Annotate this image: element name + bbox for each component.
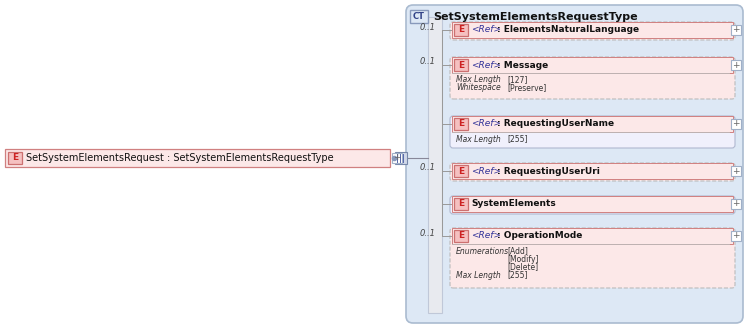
Bar	[452, 196, 733, 212]
Text: Whitespace: Whitespace	[456, 83, 500, 92]
Text: [Add]: [Add]	[507, 247, 528, 255]
Bar	[5, 149, 390, 167]
Text: E: E	[458, 119, 464, 128]
FancyBboxPatch shape	[450, 228, 735, 288]
Bar	[452, 116, 733, 132]
FancyBboxPatch shape	[406, 5, 743, 323]
Bar	[731, 199, 741, 209]
Bar	[392, 153, 402, 163]
FancyBboxPatch shape	[450, 22, 735, 40]
Text: E: E	[458, 200, 464, 209]
Bar	[731, 119, 741, 129]
Bar	[454, 198, 468, 210]
Text: : RequestingUserName: : RequestingUserName	[497, 119, 614, 128]
Text: E: E	[458, 232, 464, 241]
Text: +: +	[393, 153, 401, 162]
Text: <Ref>: <Ref>	[471, 60, 501, 70]
Bar	[452, 228, 733, 244]
Bar	[731, 60, 741, 70]
Text: : Message: : Message	[497, 60, 548, 70]
Text: : RequestingUserUri: : RequestingUserUri	[497, 167, 600, 176]
Text: 0..1: 0..1	[420, 228, 436, 238]
Bar	[410, 10, 428, 23]
Bar	[731, 166, 741, 176]
Text: [Preserve]: [Preserve]	[507, 83, 546, 92]
FancyBboxPatch shape	[450, 196, 735, 214]
Text: E: E	[458, 25, 464, 35]
Text: : OperationMode: : OperationMode	[497, 232, 583, 241]
Text: 0..1: 0..1	[420, 163, 436, 173]
Text: CT: CT	[413, 12, 425, 21]
Text: +: +	[732, 167, 740, 176]
Bar	[454, 118, 468, 130]
Bar	[395, 152, 407, 164]
Text: E: E	[458, 167, 464, 176]
Text: Max Length: Max Length	[456, 135, 500, 144]
Text: <Ref>: <Ref>	[471, 119, 501, 128]
Text: 0..1: 0..1	[420, 57, 436, 67]
Bar	[454, 165, 468, 177]
Text: [255]: [255]	[507, 135, 527, 144]
Text: <Ref>: <Ref>	[471, 167, 501, 176]
Bar	[452, 163, 733, 179]
Text: : ElementsNaturalLanguage: : ElementsNaturalLanguage	[497, 25, 639, 35]
Text: [Modify]: [Modify]	[507, 254, 539, 263]
Text: +: +	[732, 119, 740, 128]
FancyBboxPatch shape	[450, 57, 735, 99]
Bar	[731, 231, 741, 241]
Text: Max Length: Max Length	[456, 271, 500, 280]
Bar	[8, 152, 22, 164]
Text: +: +	[732, 25, 740, 35]
Text: +: +	[732, 232, 740, 241]
Text: SystemElements: SystemElements	[471, 200, 556, 209]
Text: <Ref>: <Ref>	[471, 25, 501, 35]
Bar	[454, 24, 468, 36]
Bar	[454, 59, 468, 71]
Bar	[452, 22, 733, 38]
Text: SetSystemElementsRequest : SetSystemElementsRequestType: SetSystemElementsRequest : SetSystemElem…	[26, 153, 334, 163]
Bar	[731, 25, 741, 35]
Bar	[452, 57, 733, 73]
Text: [127]: [127]	[507, 76, 527, 84]
Text: +: +	[732, 200, 740, 209]
Text: [255]: [255]	[507, 271, 527, 280]
Text: 0..1: 0..1	[420, 22, 436, 31]
Text: [Delete]: [Delete]	[507, 262, 538, 272]
Text: <Ref>: <Ref>	[471, 232, 501, 241]
Text: +: +	[732, 60, 740, 70]
Text: SetSystemElementsRequestType: SetSystemElementsRequestType	[433, 12, 637, 21]
FancyBboxPatch shape	[450, 116, 735, 148]
FancyBboxPatch shape	[450, 163, 735, 181]
Text: Enumerations: Enumerations	[456, 247, 509, 255]
Text: Max Length: Max Length	[456, 76, 500, 84]
Bar	[428, 17, 442, 313]
Text: E: E	[12, 153, 18, 162]
Bar	[454, 230, 468, 242]
Text: E: E	[458, 60, 464, 70]
